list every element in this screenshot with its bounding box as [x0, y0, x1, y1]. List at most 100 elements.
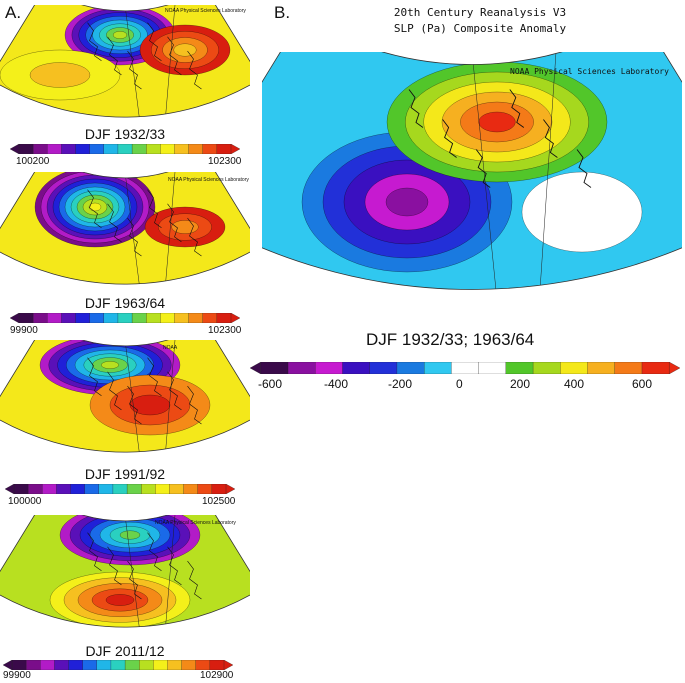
pressure-field — [0, 5, 250, 118]
scale-swatch — [54, 660, 69, 670]
scale-swatch — [117, 144, 133, 154]
slp-map-1991-92 — [0, 340, 250, 453]
scale-swatch — [141, 484, 156, 494]
scale-swatch — [70, 484, 86, 494]
figure-title-line-1: 20th Century Reanalysis V3 — [393, 6, 567, 19]
scale-swatch — [47, 144, 62, 154]
scale-swatch — [139, 660, 154, 670]
scale-swatch — [160, 144, 175, 154]
map-outline — [0, 515, 250, 628]
pressure-field — [0, 515, 250, 628]
slp-map-1932-33 — [0, 5, 250, 118]
scale-swatch — [131, 144, 147, 154]
tick-label: -400 — [324, 377, 349, 391]
map-credit: NOAA Physical Sciences Laboratory — [155, 520, 236, 526]
color-scale-bar — [3, 660, 233, 670]
scale-arrow-low — [250, 362, 261, 374]
scale-swatch — [56, 484, 71, 494]
color-scale-bar — [5, 484, 235, 494]
scale-swatch — [167, 660, 183, 670]
scale-arrow-low — [10, 144, 20, 154]
scale-swatch — [188, 144, 204, 154]
pressure-field — [262, 52, 682, 290]
scale-swatch — [287, 362, 316, 374]
pressure-field — [0, 340, 250, 453]
scale-swatch — [155, 484, 170, 494]
scale-swatch — [42, 484, 57, 494]
scale-arrow-high — [223, 660, 233, 670]
scale-swatch — [61, 144, 76, 154]
scale-min-label: 100200 — [16, 156, 50, 167]
scale-swatch — [315, 362, 343, 374]
scale-swatch — [197, 484, 213, 494]
map-outline — [262, 52, 682, 290]
scale-swatch — [451, 362, 480, 374]
slp-map-2011-12 — [0, 515, 250, 628]
scale-swatch — [112, 484, 128, 494]
color-scale-bar — [10, 144, 240, 154]
scale-min-label: 99900 — [3, 670, 31, 681]
tick-label: 600 — [632, 377, 653, 391]
scale-arrow-high — [230, 144, 240, 154]
tick-label: 400 — [564, 377, 585, 391]
tick-label: 200 — [510, 377, 531, 391]
figure-title-line-2: SLP (Pa) Composite Anomaly — [393, 22, 567, 35]
panel-b-label: B. — [274, 3, 291, 22]
scale-max-label: 102300 — [208, 156, 242, 167]
map-credit: NOAA Physical Sciences Laboratory — [168, 177, 249, 183]
scale-swatch — [13, 484, 29, 494]
scale-max-label: 102900 — [200, 670, 234, 681]
scale-swatch — [424, 362, 452, 374]
scale-arrow-high — [669, 362, 680, 374]
scale-swatch — [342, 362, 371, 374]
scale-arrow-low — [5, 484, 15, 494]
scale-swatch — [195, 660, 211, 670]
scale-swatch — [27, 484, 43, 494]
scale-swatch — [75, 313, 91, 323]
panel-a-label: A. — [5, 3, 22, 22]
scale-swatch — [209, 660, 225, 670]
anomaly-tick-labels: -600 -400 -200 0 200 400 600 — [250, 377, 680, 393]
map-credit: NOAA — [163, 345, 178, 351]
map-caption: DJF 1963/64 — [84, 295, 166, 311]
scale-swatch — [260, 362, 289, 374]
tick-label: 0 — [456, 377, 463, 391]
scale-arrow-low — [10, 313, 20, 323]
scale-swatch — [587, 362, 616, 374]
pressure-field — [0, 172, 250, 285]
scale-arrow-high — [225, 484, 235, 494]
scale-swatch — [641, 362, 670, 374]
scale-swatch — [478, 362, 507, 374]
map-caption: DJF 2011/12 — [85, 643, 165, 659]
map-caption: DJF 1991/92 — [84, 466, 166, 482]
scale-max-label: 102500 — [202, 496, 236, 507]
scale-swatch — [560, 362, 588, 374]
scale-swatch — [98, 484, 114, 494]
map-credit: NOAA Physical Sciences Laboratory — [165, 8, 246, 14]
scale-swatch — [89, 144, 105, 154]
scale-swatch — [84, 484, 100, 494]
scale-swatch — [202, 144, 218, 154]
scale-swatch — [126, 484, 142, 494]
scale-swatch — [216, 144, 232, 154]
scale-swatch — [103, 313, 119, 323]
scale-swatch — [181, 660, 197, 670]
scale-swatch — [89, 313, 105, 323]
scale-swatch — [396, 362, 425, 374]
slp-anomaly-composite-map — [262, 52, 682, 290]
tick-label: -600 — [258, 377, 283, 391]
scale-swatch — [131, 313, 147, 323]
scale-swatch — [153, 660, 168, 670]
scale-min-label: 100000 — [8, 496, 42, 507]
scale-swatch — [614, 362, 643, 374]
map-outline — [0, 172, 250, 285]
scale-arrow-high — [230, 313, 240, 323]
scale-swatch — [61, 313, 76, 323]
scale-swatch — [174, 313, 190, 323]
scale-swatch — [188, 313, 204, 323]
scale-swatch — [505, 362, 534, 374]
scale-swatch — [146, 144, 161, 154]
anomaly-scale-bar — [250, 362, 680, 374]
scale-swatch — [174, 144, 190, 154]
tick-label: -200 — [388, 377, 413, 391]
